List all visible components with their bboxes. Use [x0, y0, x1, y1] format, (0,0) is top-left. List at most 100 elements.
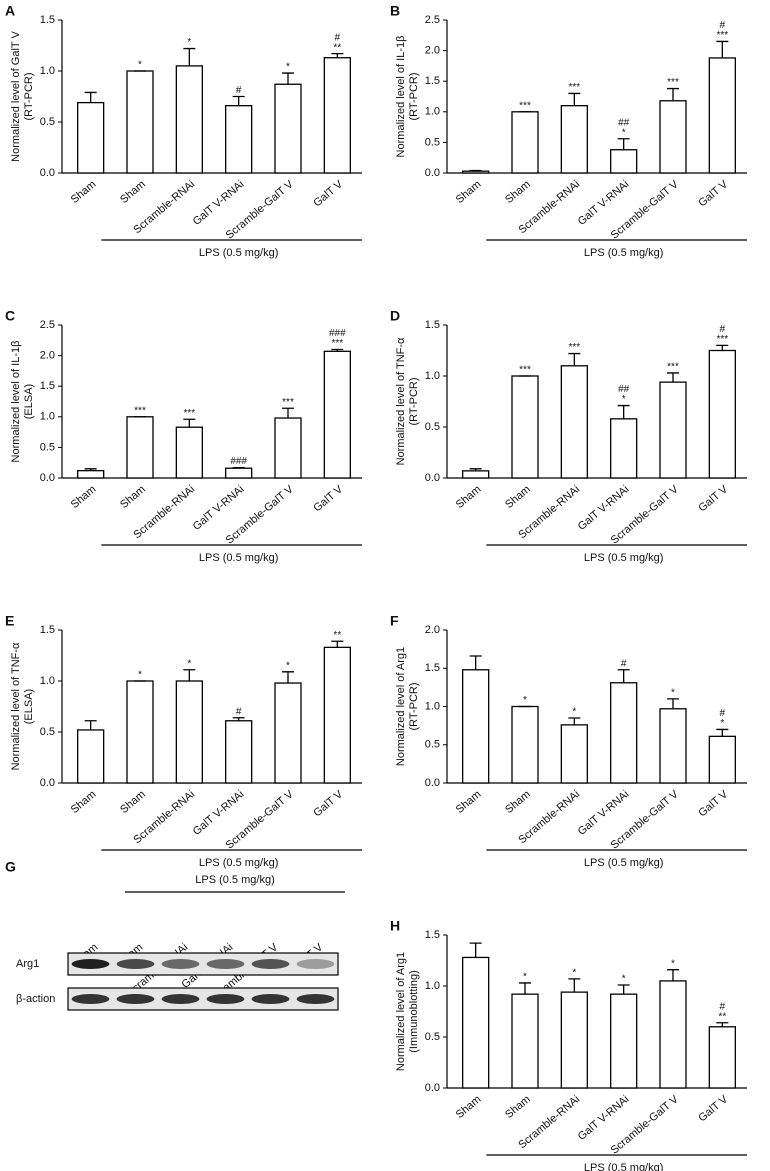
y-tick-label: 1.0: [425, 370, 440, 382]
y-axis-label: (Immunoblotting): [408, 970, 420, 1053]
bar: [225, 720, 253, 784]
bar: [274, 417, 302, 479]
blot-band: [296, 959, 335, 969]
y-tick-label: 2.0: [40, 350, 55, 362]
bar: [659, 381, 687, 479]
blot-band: [296, 994, 335, 1004]
y-tick-label: 0.5: [40, 441, 55, 453]
bar: [560, 724, 588, 784]
bar: [462, 170, 490, 174]
y-tick-label: 1.0: [425, 700, 440, 712]
x-tick-label: Sham: [503, 178, 533, 206]
x-tick-label: Sham: [454, 788, 484, 816]
x-tick-label: Sham: [118, 178, 148, 206]
panel-letter: H: [390, 918, 400, 934]
bar: [323, 350, 351, 479]
panel-letter: E: [5, 613, 14, 629]
significance-label: ***: [519, 100, 531, 111]
x-tick-label: Sham: [454, 178, 484, 206]
error-bar: [84, 468, 97, 471]
group-label: LPS (0.5 mg/kg): [584, 247, 663, 259]
significance-label: *: [138, 670, 142, 681]
panel-letter: B: [390, 3, 400, 19]
y-tick-label: 1.0: [425, 106, 440, 118]
bar: [511, 111, 539, 174]
bar: [560, 365, 588, 479]
significance-label: ***: [716, 30, 728, 41]
significance-label: #: [720, 1001, 726, 1012]
blot-band: [161, 994, 200, 1004]
bar: [511, 375, 539, 479]
x-tick-label: Sham: [454, 483, 484, 511]
error-bar: [84, 91, 97, 103]
y-axis-label: Normalized level of Arg1: [395, 647, 407, 766]
group-label: LPS (0.5 mg/kg): [195, 874, 274, 886]
x-tick-label: GalT V: [311, 483, 345, 514]
significance-label: **: [333, 42, 341, 53]
error-bar: [183, 669, 196, 681]
bar: [462, 470, 490, 479]
significance-label: *: [187, 658, 191, 669]
significance-label: ***: [568, 342, 580, 353]
panel-letter: A: [5, 3, 15, 19]
error-bar: [716, 40, 729, 58]
bar: [462, 669, 490, 784]
y-tick-label: 1.5: [40, 380, 55, 392]
significance-label: ***: [716, 334, 728, 345]
error-bar: [617, 404, 630, 419]
significance-label: **: [718, 1011, 726, 1022]
significance-label: #: [621, 658, 627, 669]
error-bar: [716, 728, 729, 737]
bar: [323, 57, 351, 174]
group-label: LPS (0.5 mg/kg): [584, 1162, 663, 1171]
error-bar: [716, 344, 729, 351]
significance-label: ***: [667, 77, 679, 88]
significance-label: *: [187, 37, 191, 48]
bar: [175, 680, 203, 784]
y-axis-label: Normalized level of IL-1β: [395, 36, 407, 158]
bar: [511, 993, 539, 1089]
row-label: β-action: [16, 993, 55, 1005]
significance-label: ***: [568, 82, 580, 93]
bar: [274, 682, 302, 784]
error-bar: [282, 72, 294, 85]
error-bar: [183, 47, 196, 66]
y-tick-label: 0.0: [425, 167, 440, 179]
significance-label: *: [572, 968, 576, 979]
significance-label: ###: [329, 328, 346, 339]
y-axis-label: Normalized level of Arg1: [395, 952, 407, 1071]
error-bar: [469, 468, 482, 471]
blot-band: [251, 959, 290, 969]
blot-strip: [67, 952, 339, 976]
error-bar: [667, 372, 679, 383]
y-axis-label: (RT-PCR): [408, 72, 420, 120]
y-axis-label: Normalized level of TNF-α: [395, 337, 407, 465]
panel-letter: C: [5, 308, 15, 324]
group-label: LPS (0.5 mg/kg): [584, 857, 663, 869]
error-bar: [469, 942, 482, 958]
bar: [659, 100, 687, 174]
error-bar: [568, 978, 581, 993]
significance-label: #: [720, 20, 726, 31]
significance-label: ***: [519, 365, 531, 376]
significance-label: ***: [134, 405, 146, 416]
bar: [126, 416, 154, 479]
x-tick-label: GalT V: [311, 178, 345, 209]
panel: A Normalized level of GalT V (RT-PCR) 0.0 0.…: [5, 3, 362, 259]
bar: [659, 708, 687, 784]
error-bar: [331, 348, 344, 352]
significance-label: #: [335, 32, 341, 43]
blot-strip: [67, 987, 339, 1011]
y-tick-label: 0.0: [40, 167, 55, 179]
panel: B Normalized level of IL-1β (RT-PCR) 0.0 0.5…: [390, 3, 747, 259]
error-bar: [282, 671, 294, 684]
error-bar: [282, 407, 294, 419]
y-tick-label: 1.5: [40, 624, 55, 636]
significance-label: *: [720, 718, 724, 729]
bar: [560, 991, 588, 1089]
significance-label: #: [720, 324, 726, 335]
x-tick-label: Sham: [118, 788, 148, 816]
y-tick-label: 1.5: [425, 662, 440, 674]
significance-label: #: [236, 706, 242, 717]
bar: [610, 993, 638, 1089]
